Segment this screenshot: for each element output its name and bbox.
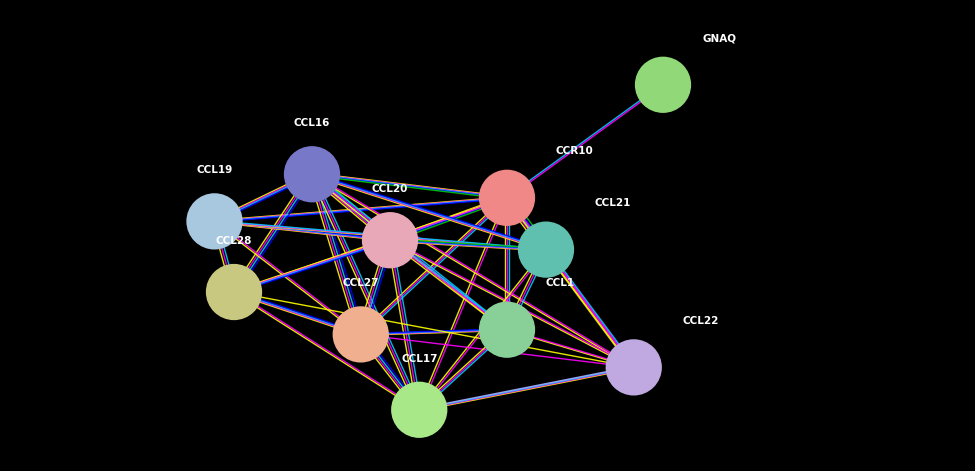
Text: CCL16: CCL16	[293, 118, 331, 128]
Ellipse shape	[207, 265, 261, 319]
Ellipse shape	[480, 171, 534, 225]
Ellipse shape	[606, 340, 661, 395]
Ellipse shape	[480, 302, 534, 357]
Text: CCL22: CCL22	[682, 316, 719, 326]
Text: CCL27: CCL27	[342, 278, 379, 288]
Ellipse shape	[187, 194, 242, 249]
Text: CCL28: CCL28	[215, 236, 253, 246]
Text: CCL19: CCL19	[196, 165, 233, 175]
Ellipse shape	[363, 213, 417, 268]
Text: CCL1: CCL1	[546, 278, 575, 288]
Ellipse shape	[636, 57, 690, 112]
Ellipse shape	[519, 222, 573, 277]
Ellipse shape	[285, 147, 339, 202]
Ellipse shape	[392, 382, 447, 437]
Text: CCL20: CCL20	[371, 184, 409, 194]
Text: CCL17: CCL17	[401, 354, 438, 364]
Ellipse shape	[333, 307, 388, 362]
Text: CCR10: CCR10	[556, 146, 594, 156]
Text: CCL21: CCL21	[595, 198, 631, 208]
Text: GNAQ: GNAQ	[702, 33, 736, 43]
